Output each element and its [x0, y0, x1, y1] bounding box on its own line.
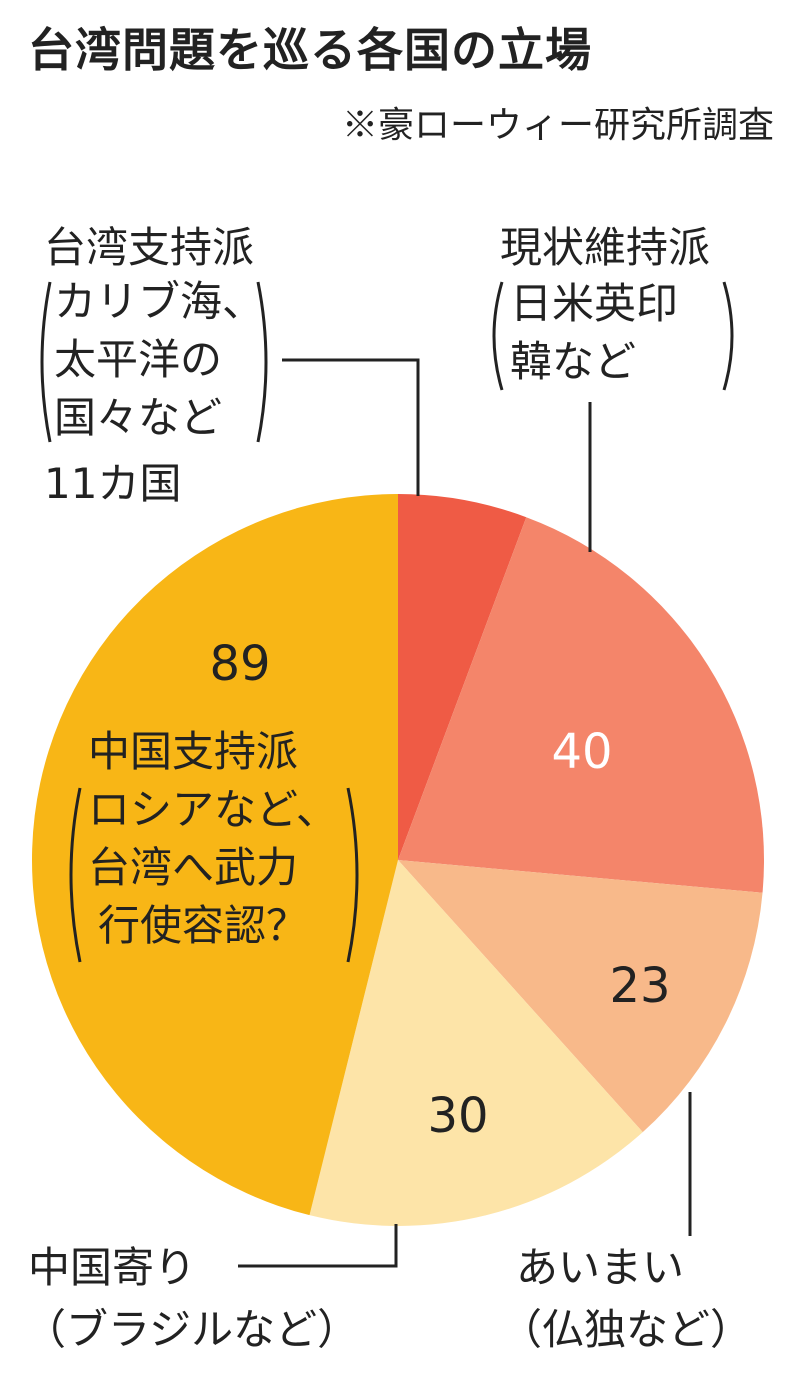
pie-slices	[31, 494, 764, 1226]
value-label-lean-china: 30	[427, 1088, 488, 1144]
label-china-support-line4: 行使容認？	[98, 901, 308, 950]
leader-line-taiwan-support	[282, 358, 420, 496]
label-status-quo-line2: 日米英印	[510, 279, 678, 328]
value-label-status-quo: 40	[551, 724, 612, 780]
label-lean-china: 中国寄り （ブラジルなど）	[24, 1243, 359, 1354]
label-lean-china-line2: （ブラジルなど）	[24, 1305, 359, 1354]
label-china-support-line2: ロシアなど、	[88, 785, 338, 834]
source-note: ※豪ローウィー研究所調査	[341, 105, 774, 146]
slice-china-support	[31, 494, 398, 1216]
slice-status-quo	[398, 517, 764, 893]
slice-taiwan-support	[398, 494, 527, 860]
label-status-quo-line1: 現状維持派	[500, 223, 710, 272]
label-taiwan-support-line1: 台湾支持派	[44, 223, 254, 272]
label-china-support: 中国支持派 ロシアなど、 台湾へ武力 行使容認？	[69, 727, 359, 963]
chart-title: 台湾問題を巡る各国の立場	[28, 23, 592, 77]
close-paren	[346, 787, 359, 963]
label-taiwan-support-line3: 太平洋の	[54, 335, 222, 384]
label-china-support-line3: 台湾へ武力	[88, 843, 298, 892]
label-taiwan-support-line2: カリブ海、	[54, 277, 264, 326]
label-taiwan-support-line5: 11カ国	[44, 459, 181, 508]
close-paren	[722, 281, 734, 391]
label-china-support-line1: 中国支持派	[88, 727, 298, 776]
open-paren	[40, 281, 52, 443]
label-ambiguous-line1: あいまい	[516, 1243, 684, 1292]
label-taiwan-support: 台湾支持派 カリブ海、 太平洋の 国々など 11カ国	[40, 223, 268, 508]
open-paren	[492, 281, 504, 391]
value-label-ambiguous: 23	[609, 958, 670, 1014]
label-ambiguous-line2: （仏独など）	[500, 1305, 752, 1354]
close-paren	[256, 281, 268, 443]
slice-ambiguous	[398, 860, 763, 1133]
label-lean-china-line1: 中国寄り	[28, 1243, 196, 1292]
label-ambiguous: あいまい （仏独など）	[500, 1243, 752, 1354]
label-status-quo: 現状維持派 日米英印 韓など	[492, 223, 734, 391]
label-taiwan-support-line4: 国々など	[54, 393, 222, 442]
value-label-china-support: 89	[209, 636, 270, 692]
slice-lean-china	[309, 860, 643, 1226]
leader-line-lean-china	[238, 1224, 398, 1268]
open-paren	[69, 787, 82, 963]
label-status-quo-line3: 韓など	[510, 337, 636, 386]
